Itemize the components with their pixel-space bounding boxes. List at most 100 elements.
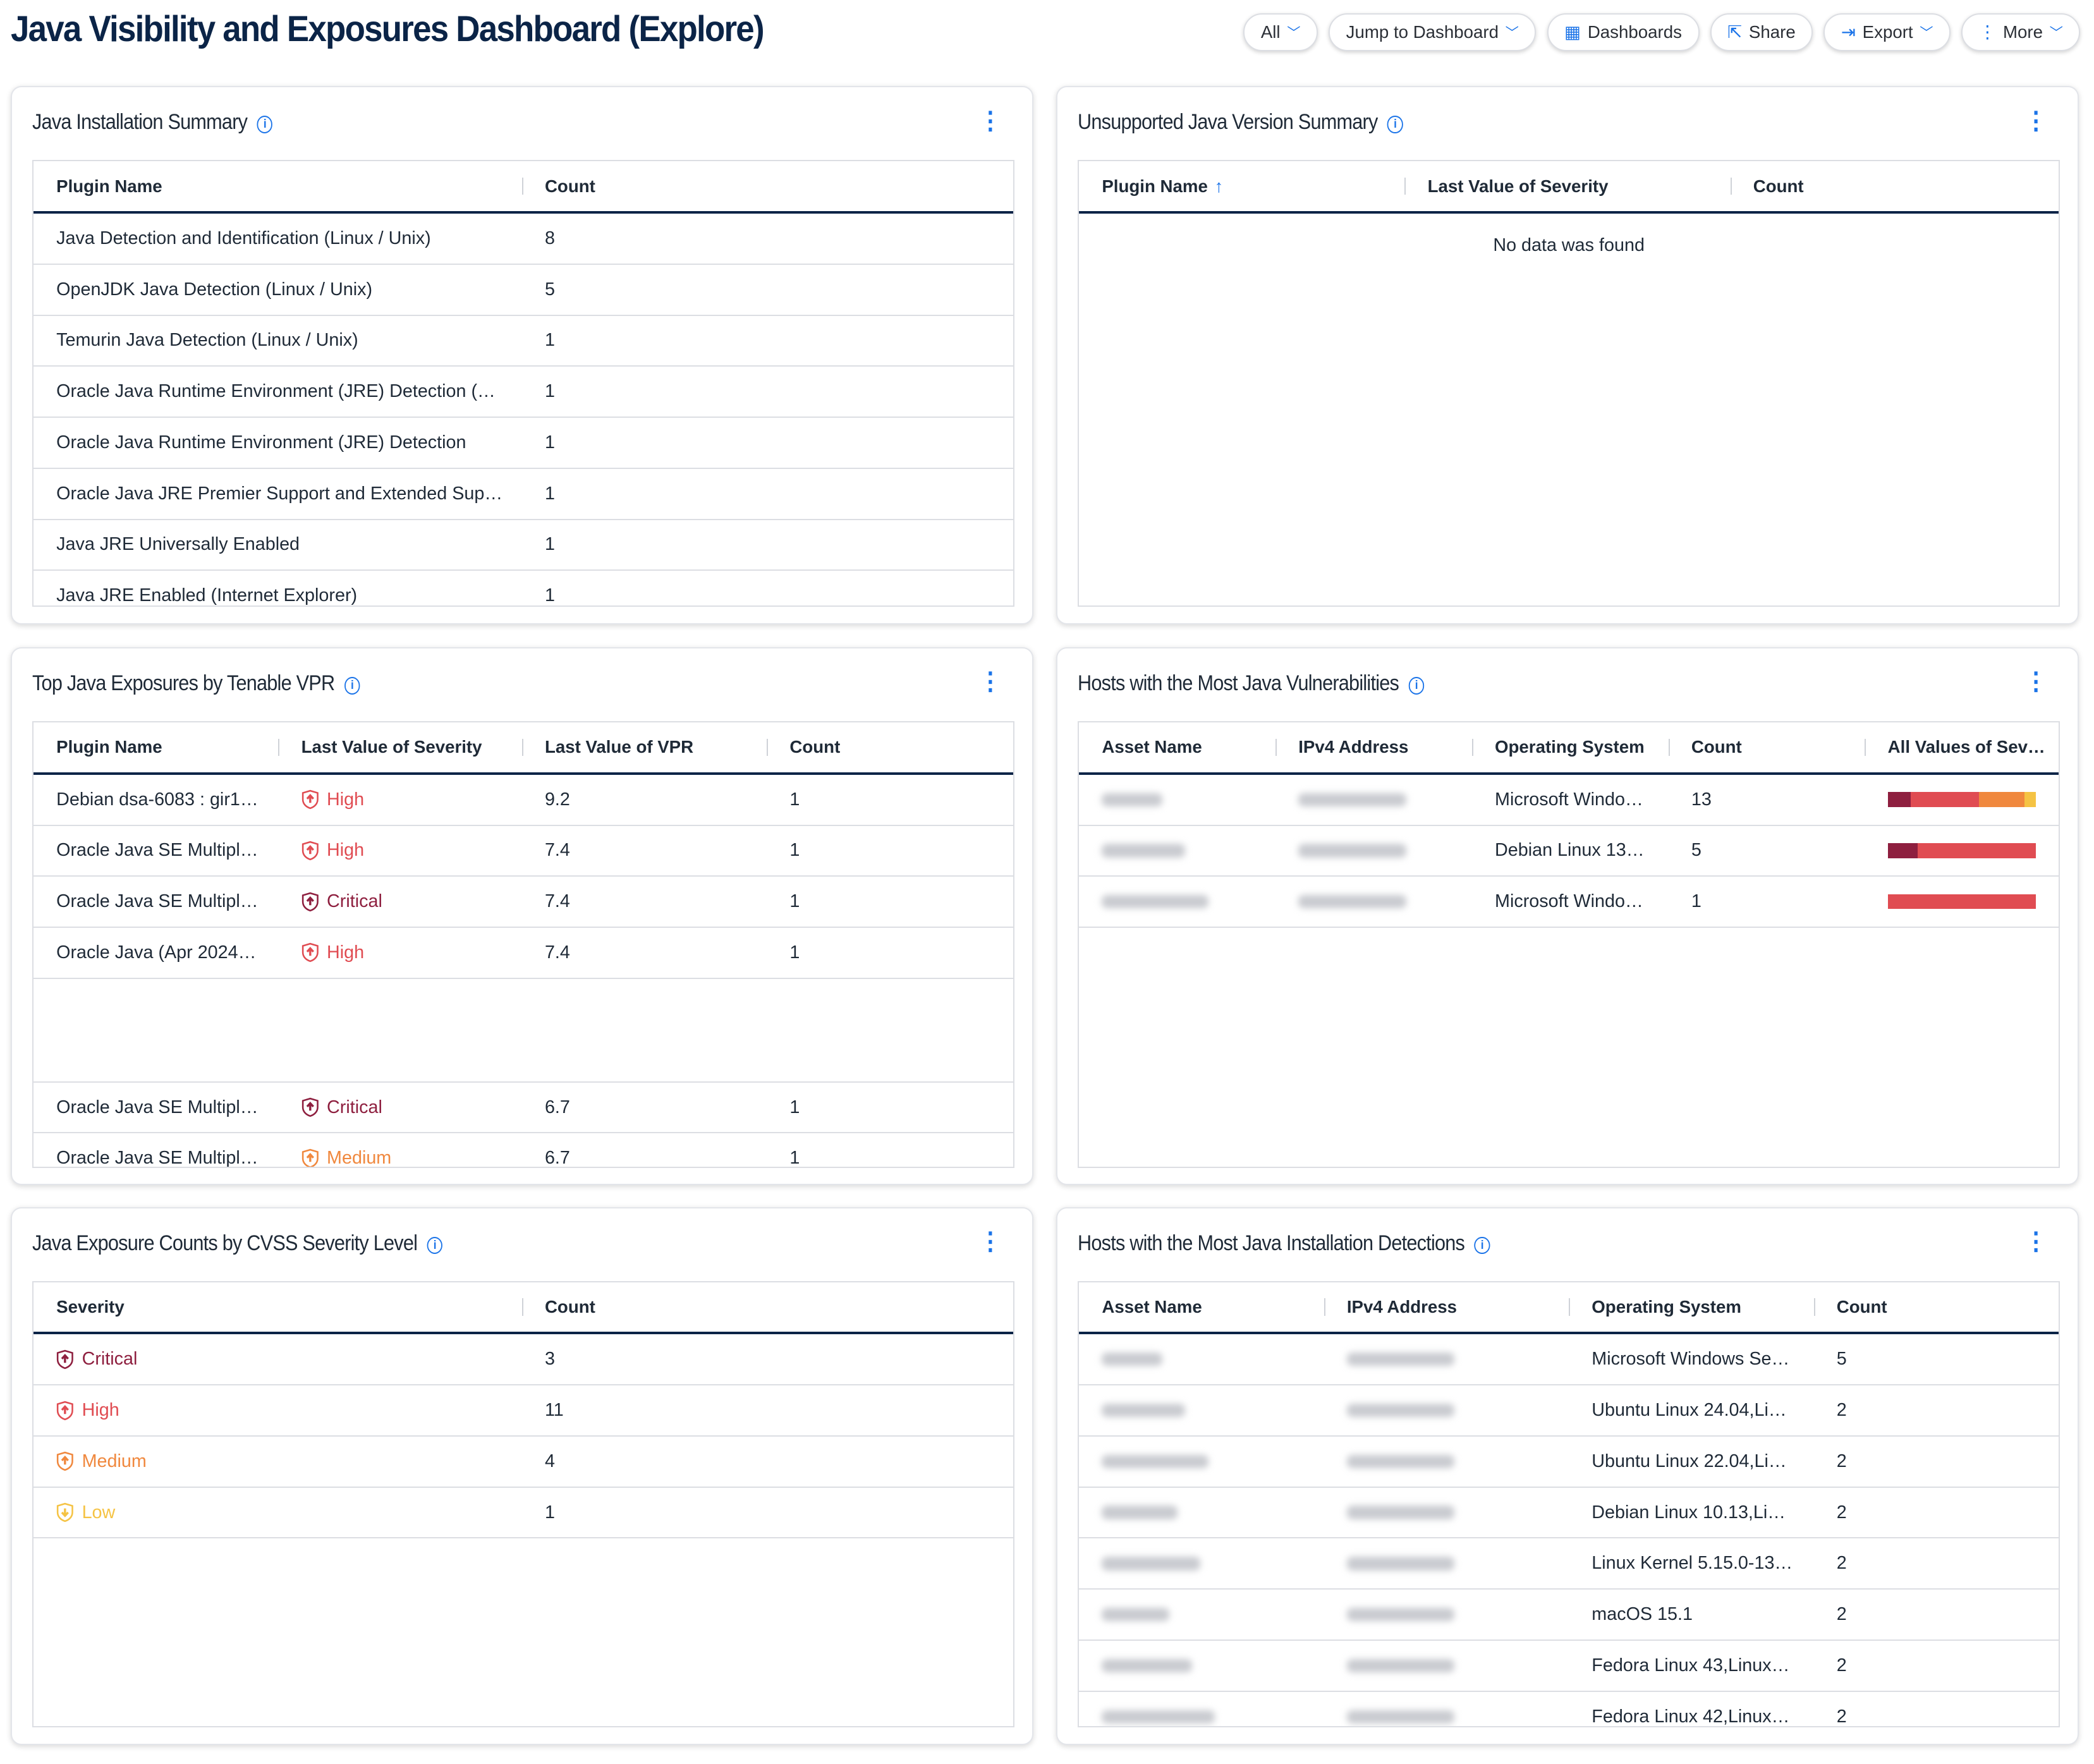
table-row[interactable]: Oracle Java SE Multipl… Medium 6.7 1 [33, 1133, 1013, 1167]
table-row[interactable]: Ubuntu Linux 24.04,Li… 2 [1079, 1385, 2059, 1437]
more-options-icon[interactable]: ⋮ [2023, 1228, 2048, 1256]
table-row[interactable]: Debian Linux 13… 5 [1079, 826, 2059, 877]
table-row[interactable]: Temurin Java Detection (Linux / Unix) 1 [33, 316, 1013, 367]
name-cell: Oracle Java SE Multipl… [33, 877, 278, 927]
info-icon[interactable]: i [257, 116, 273, 133]
cell-text: macOS 15.1 [1592, 1604, 1693, 1625]
table-row[interactable]: Ubuntu Linux 22.04,Li… 2 [1079, 1437, 2059, 1488]
column-header-severity[interactable]: Severity [33, 1282, 522, 1332]
more-options-icon[interactable]: ⋮ [978, 107, 1002, 135]
column-header-last-value-of-vpr[interactable]: Last Value of VPR [521, 722, 767, 772]
table-row[interactable]: Microsoft Windo… 1 [1079, 877, 2059, 928]
column-header-last-value-of-severity[interactable]: Last Value of Severity [1404, 161, 1730, 211]
severity-segment-high[interactable] [1917, 843, 2036, 858]
severity-segment-medium[interactable] [1978, 792, 2024, 807]
column-header-plugin-name[interactable]: Plugin Name [33, 161, 522, 211]
column-header-count[interactable]: Count [767, 722, 1013, 772]
table-row[interactable]: Oracle Java JRE Premier Support and Exte… [33, 469, 1013, 520]
cell-text: Ubuntu Linux 22.04,Li… [1592, 1451, 1787, 1471]
table-row[interactable]: Oracle Java SE Multipl… Critical 7.4 1 [33, 877, 1013, 928]
column-header-all-values-of-sev-[interactable]: All Values of Sev… [1865, 722, 2059, 772]
more-vertical-icon: ⋮ [1978, 22, 1997, 42]
table-row[interactable]: Microsoft Windows Se… 5 [1079, 1334, 2059, 1386]
count-cell: 2 [1814, 1538, 2059, 1588]
table-row[interactable]: OpenJDK Java Detection (Linux / Unix) 5 [33, 265, 1013, 316]
cell-text: Oracle Java SE Multipl… [56, 1097, 259, 1117]
column-header-count[interactable]: Count [521, 1282, 1013, 1332]
column-header-plugin-name[interactable]: Plugin Name ↑ [1079, 161, 1404, 211]
count-cell: 1 [1669, 877, 1865, 927]
table-row[interactable]: Oracle Java Runtime Environment (JRE) De… [33, 418, 1013, 469]
card-title-text: Java Installation Summary [32, 110, 248, 135]
data-table: Plugin Name ↑ Last Value of Severity Count N… [1078, 160, 2061, 607]
column-header-count[interactable]: Count [1668, 722, 1865, 772]
column-header-count[interactable]: Count [521, 161, 1013, 211]
info-icon[interactable]: i [344, 677, 360, 695]
info-icon[interactable]: i [1387, 116, 1403, 133]
redacted-value [1102, 1353, 1163, 1366]
redacted-value [1346, 1353, 1455, 1366]
table-row[interactable]: Critical 3 [33, 1334, 1013, 1386]
table-row[interactable]: Java JRE Enabled (Internet Explorer) 1 [33, 571, 1013, 605]
sort-ascending-icon[interactable]: ↑ [1214, 176, 1224, 196]
share-button[interactable]: ⇱ Share [1710, 13, 1813, 51]
table-row[interactable]: Microsoft Windo… 13 [1079, 775, 2059, 826]
more-options-icon[interactable]: ⋮ [2023, 107, 2048, 135]
cell-text: 3 [544, 1349, 555, 1370]
table-header: Severity Count [33, 1282, 1013, 1335]
table-row[interactable]: Oracle Java SE Multipl… High 7.4 1 [33, 826, 1013, 877]
more-options-icon[interactable]: ⋮ [978, 668, 1002, 696]
table-row[interactable]: Debian Linux 10.13,Li… 2 [1079, 1488, 2059, 1539]
table-row[interactable]: Oracle Java Runtime Environment (JRE) De… [33, 367, 1013, 418]
table-row[interactable]: Oracle Java (Apr 2024… High 7.4 1 [33, 928, 1013, 979]
dashboards-button[interactable]: ▦ Dashboards [1547, 13, 1700, 51]
severity-segment-low[interactable] [2024, 792, 2036, 807]
table-row[interactable]: Fedora Linux 43,Linux… 2 [1079, 1641, 2059, 1692]
all-button[interactable]: All ﹀ [1243, 13, 1318, 51]
table-row[interactable]: Java JRE Universally Enabled 1 [33, 520, 1013, 571]
table-row[interactable]: Oracle Java SE Multipl… Critical 6.7 1 [33, 1083, 1013, 1134]
share-icon: ⇱ [1727, 22, 1743, 42]
info-icon[interactable]: i [1408, 677, 1425, 695]
redacted-value [1346, 1557, 1455, 1571]
column-header-last-value-of-severity[interactable]: Last Value of Severity [278, 722, 521, 772]
column-header-count[interactable]: Count [1730, 161, 2059, 211]
table-row[interactable]: macOS 15.1 2 [1079, 1590, 2059, 1641]
column-header-ipv4-address[interactable]: IPv4 Address [1324, 1282, 1569, 1332]
column-header-asset-name[interactable]: Asset Name [1079, 722, 1275, 772]
table-row[interactable]: Fedora Linux 42,Linux… 2 [1079, 1692, 2059, 1726]
column-header-label: Operating System [1592, 1297, 1741, 1317]
card-title-text: Java Exposure Counts by CVSS Severity Le… [32, 1231, 418, 1255]
column-header-operating-system[interactable]: Operating System [1569, 1282, 1813, 1332]
severity-segment-high[interactable] [1910, 792, 1979, 807]
jump-to-dashboard-button[interactable]: Jump to Dashboard ﹀ [1329, 13, 1537, 51]
more-options-icon[interactable]: ⋮ [2023, 668, 2048, 696]
info-icon[interactable]: i [427, 1236, 443, 1255]
value-cell: 6.7 [522, 1133, 767, 1166]
table-row[interactable]: High 11 [33, 1385, 1013, 1437]
table-row[interactable]: Java Detection and Identification (Linux… [33, 214, 1013, 265]
severity-segment-high[interactable] [1887, 894, 2036, 909]
table-row[interactable]: Linux Kernel 5.15.0-13… 2 [1079, 1538, 2059, 1590]
redacted-value [1298, 844, 1406, 858]
column-header-asset-name[interactable]: Asset Name [1079, 1282, 1324, 1332]
empty-state-text: No data was found [1493, 235, 1645, 256]
column-header-plugin-name[interactable]: Plugin Name [33, 722, 278, 772]
column-header-operating-system[interactable]: Operating System [1471, 722, 1669, 772]
severity-segment-critical[interactable] [1887, 843, 1918, 858]
more-button[interactable]: ⋮ More ﹀ [1961, 13, 2081, 51]
table-row[interactable]: Medium 4 [33, 1437, 1013, 1488]
table-row[interactable]: Low 1 [33, 1488, 1013, 1539]
column-header-ipv4-address[interactable]: IPv4 Address [1275, 722, 1472, 772]
table-row[interactable]: Debian dsa-6083 : gir1… High 9.2 1 [33, 775, 1013, 826]
cell-text: 13 [1691, 789, 1712, 810]
ipv4-address-cell [1324, 1385, 1569, 1435]
severity-segment-critical[interactable] [1887, 792, 1911, 807]
cell-text: 1 [789, 1097, 800, 1117]
column-header-label: Count [1691, 737, 1742, 757]
column-header-count[interactable]: Count [1813, 1282, 2059, 1332]
severity-cell: Critical [278, 1083, 521, 1133]
more-options-icon[interactable]: ⋮ [978, 1228, 1002, 1256]
info-icon[interactable]: i [1474, 1236, 1490, 1255]
export-button[interactable]: ⇥ Export ﹀ [1823, 13, 1951, 51]
